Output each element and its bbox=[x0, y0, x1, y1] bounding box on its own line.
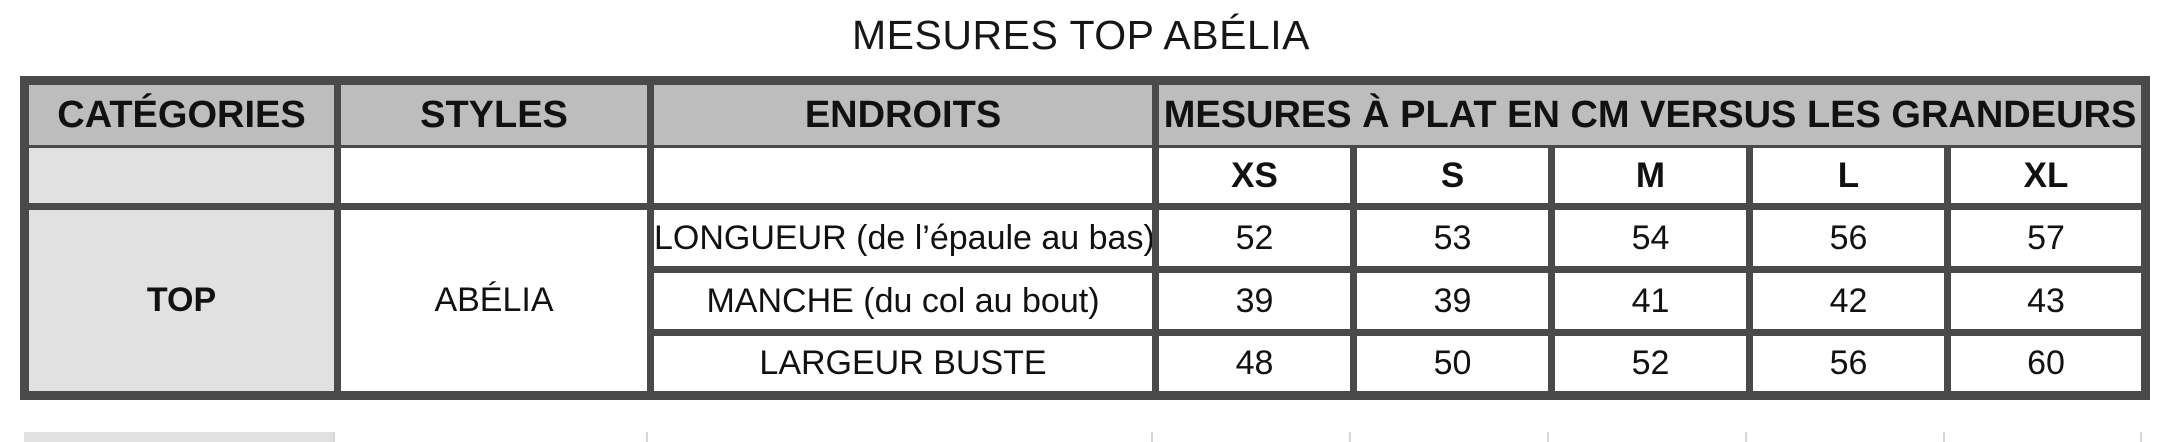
header-row: CATÉGORIES STYLES ENDROITS MESURES À PLA… bbox=[21, 77, 2149, 148]
value-cell-longueur-s[interactable]: 53 bbox=[1350, 203, 1555, 273]
table-title: MESURES TOP ABÉLIA bbox=[852, 12, 1310, 58]
next-row-category-cell-peek bbox=[24, 432, 334, 442]
size-cell-l[interactable]: L bbox=[1746, 145, 1951, 210]
empty-cell-styles[interactable] bbox=[334, 145, 654, 210]
faint-gridline bbox=[2140, 432, 2142, 442]
faint-gridline bbox=[1547, 432, 1549, 442]
value-cell-manche-xl[interactable]: 43 bbox=[1944, 266, 2149, 336]
value-cell-longueur-xl[interactable]: 57 bbox=[1944, 203, 2149, 273]
category-cell[interactable]: TOP bbox=[21, 203, 341, 399]
faint-gridline bbox=[333, 432, 335, 442]
header-cell-mesures[interactable]: MESURES À PLAT EN CM VERSUS LES GRANDEUR… bbox=[1152, 77, 2149, 148]
measurements-table: CATÉGORIES STYLES ENDROITS MESURES À PLA… bbox=[20, 76, 2150, 400]
value-cell-longueur-xs[interactable]: 52 bbox=[1152, 203, 1357, 273]
value-cell-manche-s[interactable]: 39 bbox=[1350, 266, 1555, 336]
faint-gridline bbox=[1745, 432, 1747, 442]
empty-cell-categories[interactable] bbox=[21, 145, 341, 210]
empty-cell-endroits[interactable] bbox=[647, 145, 1159, 210]
header-cell-categories[interactable]: CATÉGORIES bbox=[21, 77, 341, 148]
header-cell-endroits[interactable]: ENDROITS bbox=[647, 77, 1159, 148]
value-cell-largeur-xs[interactable]: 48 bbox=[1152, 329, 1357, 399]
faint-gridline bbox=[646, 432, 648, 442]
measure-label-manche[interactable]: MANCHE (du col au bout) bbox=[647, 266, 1159, 336]
style-cell[interactable]: ABÉLIA bbox=[334, 203, 654, 399]
value-cell-largeur-l[interactable]: 56 bbox=[1746, 329, 1951, 399]
faint-gridline bbox=[1943, 432, 1945, 442]
header-cell-styles[interactable]: STYLES bbox=[334, 77, 654, 148]
size-cell-xl[interactable]: XL bbox=[1944, 145, 2149, 210]
table-row-manche: MANCHE (du col au bout) 39 39 41 42 43 bbox=[25, 266, 2149, 336]
measure-label-longueur[interactable]: LONGUEUR (de l’épaule au bas) bbox=[647, 203, 1159, 273]
faint-gridline bbox=[1349, 432, 1351, 442]
size-cell-xs[interactable]: XS bbox=[1152, 145, 1357, 210]
size-cell-m[interactable]: M bbox=[1548, 145, 1753, 210]
value-cell-manche-m[interactable]: 41 bbox=[1548, 266, 1753, 336]
sizes-row: XS S M L XL bbox=[21, 145, 2149, 210]
value-cell-largeur-s[interactable]: 50 bbox=[1350, 329, 1555, 399]
value-cell-manche-xs[interactable]: 39 bbox=[1152, 266, 1357, 336]
measure-label-largeur-buste[interactable]: LARGEUR BUSTE bbox=[647, 329, 1159, 399]
value-cell-largeur-m[interactable]: 52 bbox=[1548, 329, 1753, 399]
table-row-largeur-buste: LARGEUR BUSTE 48 50 52 56 60 bbox=[25, 329, 2149, 399]
table-row-longueur: TOP ABÉLIA LONGUEUR (de l’épaule au bas)… bbox=[21, 203, 2149, 399]
value-cell-longueur-m[interactable]: 54 bbox=[1548, 203, 1753, 273]
value-cell-longueur-l[interactable]: 56 bbox=[1746, 203, 1951, 273]
size-cell-s[interactable]: S bbox=[1350, 145, 1555, 210]
value-cell-largeur-xl[interactable]: 60 bbox=[1944, 329, 2149, 399]
faint-gridline bbox=[1151, 432, 1153, 442]
value-cell-manche-l[interactable]: 42 bbox=[1746, 266, 1951, 336]
